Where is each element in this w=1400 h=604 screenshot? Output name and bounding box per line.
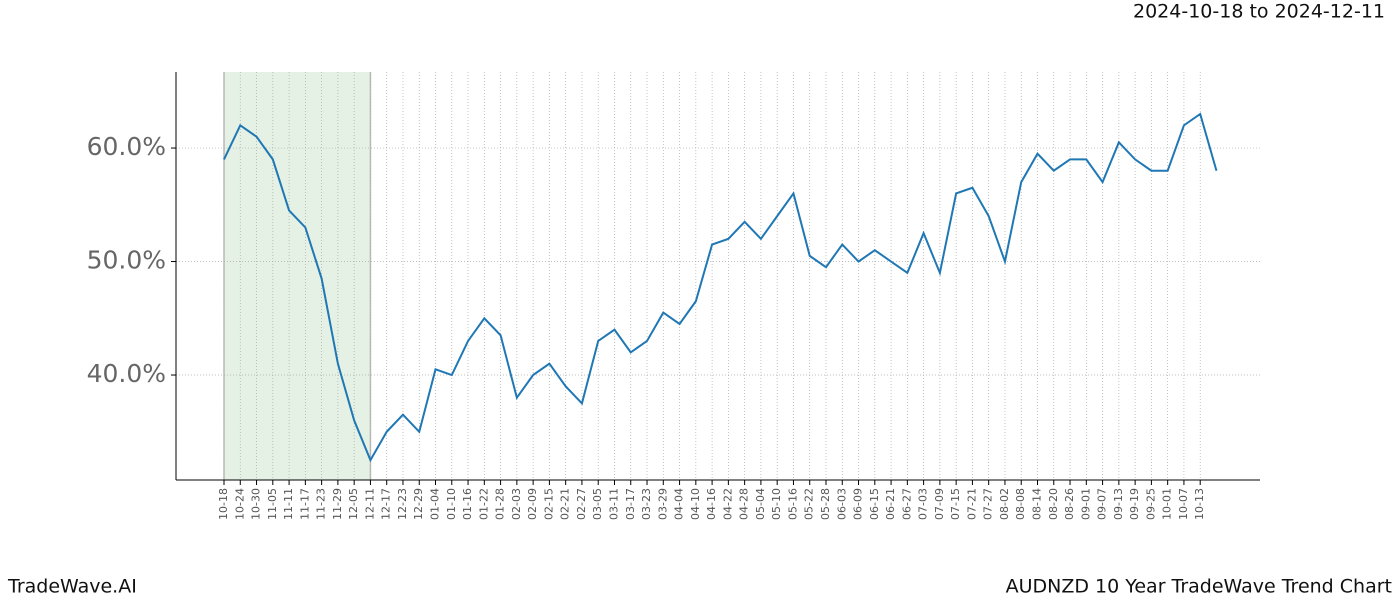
x-tick-label: 11-17 [298,488,311,520]
x-tick-label: 05-28 [819,488,832,520]
x-tick-label: 09-01 [1079,488,1092,520]
x-tick-label: 03-05 [591,488,604,520]
x-tick-label: 12-29 [412,488,425,520]
x-tick-label: 03-29 [656,488,669,520]
x-tick-label: 10-13 [1193,488,1206,520]
x-tick-label: 06-27 [900,488,913,520]
x-tick-label: 10-24 [233,488,246,520]
x-tick-label: 05-04 [754,488,767,520]
x-tick-label: 02-03 [510,488,523,520]
x-tick-label: 03-11 [607,488,620,520]
x-tick-label: 05-16 [786,488,799,520]
footer-left: TradeWave.AI [7,576,137,598]
x-tick-label: 07-09 [933,488,946,520]
x-tick-label: 08-02 [998,488,1011,520]
x-tick-label: 01-16 [461,488,474,520]
x-tick-label: 06-09 [852,488,865,520]
x-tick-label: 10-07 [1177,488,1190,520]
x-tick-label: 12-05 [347,488,360,520]
x-tick-label: 08-14 [1031,488,1044,520]
x-tick-label: 11-05 [266,488,279,520]
x-tick-label: 12-11 [363,488,376,520]
highlight-region [224,72,371,480]
x-tick-label: 07-27 [982,488,995,520]
y-tick-label: 60.0% [87,132,166,161]
x-tick-label: 04-28 [738,488,751,520]
x-tick-label: 02-27 [575,488,588,520]
x-tick-label: 12-23 [396,488,409,520]
x-tick-label: 01-28 [494,488,507,520]
x-tick-label: 09-19 [1128,488,1141,520]
x-tick-label: 11-11 [282,488,295,520]
chart-title: 2024-10-18 to 2024-12-11 [1133,1,1385,23]
x-tick-label: 05-22 [803,488,816,520]
x-tick-label: 01-22 [477,488,490,520]
x-tick-label: 06-15 [868,488,881,520]
x-tick-label: 08-08 [1014,488,1027,520]
series-line [223,112,1218,463]
x-tick-label: 04-16 [705,488,718,520]
x-tick-label: 08-20 [1047,488,1060,520]
x-tick-label: 09-13 [1112,488,1125,520]
x-tick-label: 04-22 [721,488,734,520]
y-tick-label: 40.0% [87,359,166,388]
x-tick-label: 01-04 [429,488,442,520]
x-tick-label: 11-23 [315,488,328,520]
x-tick-label: 05-10 [770,488,783,520]
x-tick-label: 12-17 [380,488,393,520]
x-tick-label: 09-07 [1096,488,1109,520]
footer-right: AUDNZD 10 Year TradeWave Trend Chart [1006,576,1392,598]
x-tick-label: 10-30 [250,488,263,520]
x-tick-label: 06-21 [884,488,897,520]
x-tick-label: 06-03 [835,488,848,520]
x-tick-label: 09-25 [1144,488,1157,520]
x-tick-label: 10-18 [217,488,230,520]
x-tick-label: 11-29 [331,488,344,520]
x-tick-label: 03-17 [624,488,637,520]
x-tick-label: 07-03 [917,488,930,520]
y-tick-label: 50.0% [87,246,166,275]
x-tick-label: 08-26 [1063,488,1076,520]
x-tick-label: 07-15 [949,488,962,520]
x-tick-label: 04-04 [673,488,686,520]
x-tick-label: 02-09 [526,488,539,520]
x-tick-label: 02-15 [542,488,555,520]
x-tick-label: 07-21 [965,488,978,520]
x-tick-label: 01-10 [445,488,458,520]
x-tick-label: 02-21 [559,488,572,520]
x-tick-label: 04-10 [689,488,702,520]
x-tick-label: 03-23 [640,488,653,520]
x-tick-label: 10-01 [1161,488,1174,520]
